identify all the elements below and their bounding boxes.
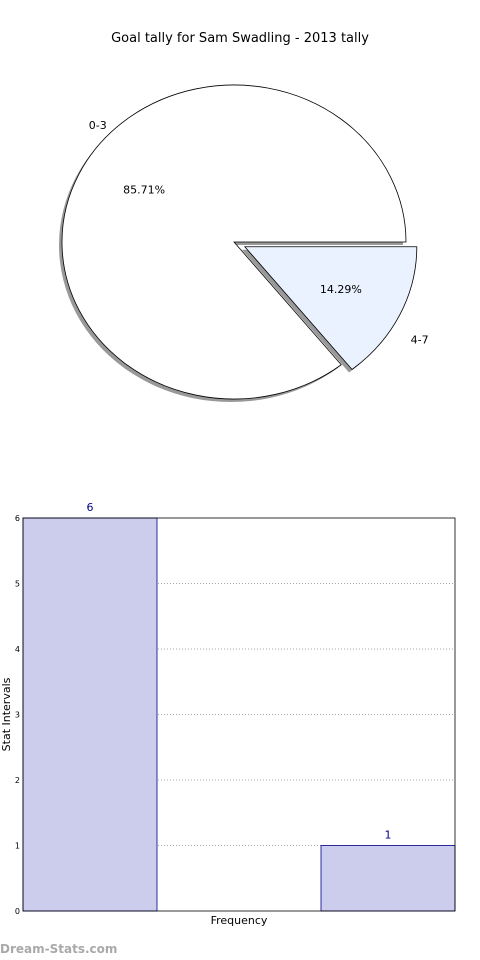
y-tick-label: 2	[15, 776, 20, 785]
y-tick-label: 1	[15, 842, 20, 851]
pie-pct-label-4-7: 14.29%	[320, 283, 362, 296]
pie-slice-4-7	[243, 246, 418, 371]
y-tick-label: 0	[15, 907, 20, 916]
chart-title: Goal tally for Sam Swadling - 2013 tally	[111, 31, 369, 46]
pie-pct-label-0-3: 85.71%	[123, 184, 165, 197]
y-axis-label: Stat Intervals	[0, 677, 13, 751]
y-tick-label: 6	[15, 514, 20, 523]
y-tick-label: 5	[15, 580, 20, 589]
pie-chart: 85.71% 0-3 14.29% 4-7	[59, 84, 429, 402]
y-tick-label: 4	[15, 645, 20, 654]
bar-0-3	[22, 517, 158, 912]
pie-slice-label-4-7: 4-7	[411, 333, 429, 346]
pie-slice-label-0-3: 0-3	[89, 119, 107, 132]
bar-4-7	[320, 845, 456, 912]
plot-frame	[22, 517, 456, 912]
pie-slice-0-3	[61, 84, 407, 400]
bar-value-label: 1	[385, 829, 392, 842]
x-axis-label: Frequency	[211, 914, 268, 927]
y-tick-label: 3	[15, 711, 20, 720]
bar-value-label: 6	[87, 501, 94, 514]
watermark: Dream-Stats.com	[0, 942, 118, 956]
